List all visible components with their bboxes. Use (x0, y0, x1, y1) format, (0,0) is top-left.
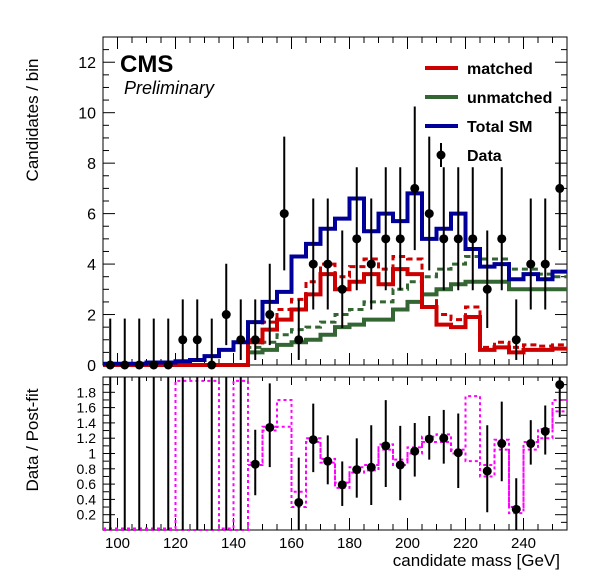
ratio-ytick-label: 0.6 (77, 476, 97, 492)
data-point (439, 234, 449, 244)
main-panel: 0 2 4 6 8 10 12 matched unmatched Total SM Data (78, 36, 568, 375)
ratio-frame (102, 376, 568, 531)
ratio-point (540, 426, 550, 436)
ratio-xtick-label: 140 (221, 535, 246, 552)
ratio-panel: 0.20.40.60.811.21.41.61.8 100 120 140 160 180… (77, 376, 568, 552)
data-point (236, 335, 246, 345)
ratio-xtick-label: 120 (163, 535, 188, 552)
series-total-sm-line (103, 191, 567, 366)
ratio-ytick-label: 1.8 (77, 384, 97, 400)
ratio-point (250, 459, 260, 469)
ratio-xtick-label: 240 (511, 535, 536, 552)
data-point (294, 335, 304, 345)
ratio-xtick-label: 220 (453, 535, 478, 552)
ratio-point (337, 480, 347, 490)
cms-label: CMS (120, 51, 173, 78)
legend-label: matched (467, 61, 533, 78)
data-point (540, 259, 550, 269)
data-point (453, 234, 463, 244)
data-point (134, 360, 144, 370)
data-point (323, 259, 333, 269)
data-point (105, 360, 115, 370)
ratio-xtick-label: 200 (395, 535, 420, 552)
ratio-point (497, 439, 507, 449)
main-ytick-label: 6 (87, 207, 96, 224)
ratio-ytick-label: 1 (88, 446, 96, 462)
ratio-point (424, 434, 434, 444)
ratio-ytick-label: 0.2 (77, 507, 97, 523)
data-point (424, 209, 434, 219)
uncertainty-high-line (103, 379, 567, 530)
legend-label: Data (467, 148, 502, 165)
ratio-ytick-label: 0.4 (77, 491, 97, 507)
data-point (366, 259, 376, 269)
data-point (352, 234, 362, 244)
ratio-point (453, 448, 463, 458)
ratio-point (555, 380, 565, 390)
series-matched-line (103, 267, 567, 367)
data-point (410, 183, 420, 193)
data-point (555, 183, 565, 193)
preliminary-label: Preliminary (124, 78, 215, 98)
data-point (221, 310, 231, 320)
data-point (163, 360, 173, 370)
data-point (511, 335, 521, 345)
data-point (526, 259, 536, 269)
data-point (178, 335, 188, 345)
ratio-ytick-label: 1.6 (77, 400, 97, 416)
data-point (468, 234, 478, 244)
ratio-ytick-label: 1.4 (77, 415, 97, 431)
ratio-point (352, 465, 362, 475)
ratio-xtick-label: 180 (337, 535, 362, 552)
ratio-point (323, 456, 333, 466)
ratio-ytick-label: 0.8 (77, 461, 97, 477)
data-point (308, 259, 318, 269)
data-point (482, 284, 492, 294)
data-point (381, 234, 391, 244)
data-point (149, 360, 159, 370)
legend-label: Total SM (467, 119, 532, 136)
x-axis-label: candidate mass [GeV] (393, 551, 560, 570)
ratio-ytick-label: 1.2 (77, 430, 97, 446)
main-ytick-label: 12 (78, 55, 96, 72)
uncertainty-low-line (103, 410, 567, 531)
main-ytick-label: 4 (87, 257, 96, 274)
main-ytick-label: 8 (87, 156, 96, 173)
ratio-point (511, 504, 521, 514)
data-point (120, 360, 130, 370)
data-point (279, 209, 289, 219)
ratio-xtick-label: 160 (279, 535, 304, 552)
ratio-point (308, 435, 318, 445)
legend-label: unmatched (467, 90, 552, 107)
main-ylabel: Candidates / bin (23, 59, 42, 182)
main-ytick-label: 2 (87, 308, 96, 325)
data-point (265, 310, 275, 320)
ratio-point (395, 460, 405, 470)
ratio-point (381, 441, 391, 451)
ratio-xtick-label: 100 (105, 535, 130, 552)
ratio-point (265, 422, 275, 432)
ratio-point (482, 466, 492, 476)
main-ytick-label: 0 (87, 358, 96, 375)
data-point (395, 234, 405, 244)
data-point (192, 335, 202, 345)
data-point (337, 284, 347, 294)
ratio-point (410, 446, 420, 456)
main-ytick-label: 10 (78, 106, 96, 123)
ratio-point (294, 497, 304, 507)
data-point (497, 234, 507, 244)
data-point (207, 360, 217, 370)
ratio-point (439, 433, 449, 443)
ratio-point (526, 439, 536, 449)
data-point (250, 335, 260, 345)
ratio-point (366, 462, 376, 472)
ratio-ylabel: Data / Post-fit (23, 388, 42, 491)
